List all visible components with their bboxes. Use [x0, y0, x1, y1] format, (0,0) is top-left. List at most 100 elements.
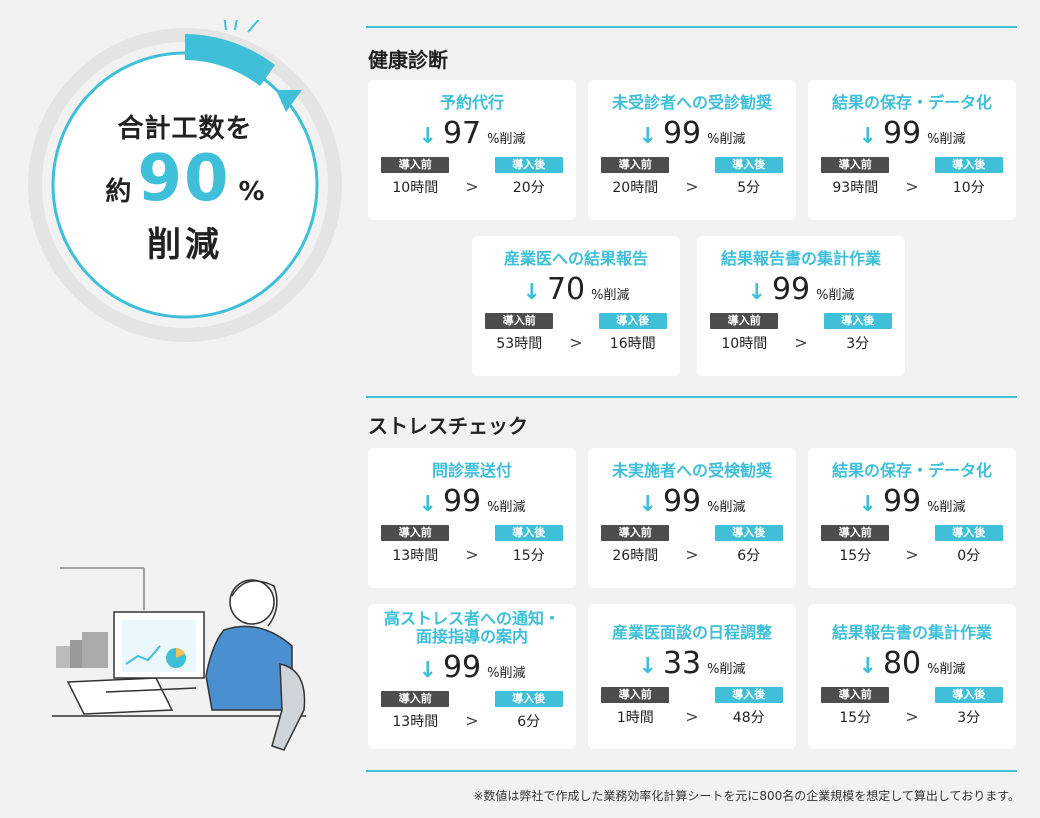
card-health-5: 結果報告書の集計作業 ↓ 99 %削減 導入前 10時間 > 導入後 3分 — [697, 236, 905, 376]
after-value: 48分 — [732, 710, 765, 726]
before-value: 20時間 — [612, 180, 659, 196]
reduction-unit: %削減 — [487, 132, 526, 147]
before-tag: 導入前 — [601, 687, 670, 703]
card-title: 高ストレス者への通知・ 面接指導の案内 — [384, 610, 560, 646]
down-arrow-icon: ↓ — [858, 654, 877, 679]
reduction-unit: %削減 — [487, 500, 526, 515]
before-value: 10時間 — [392, 180, 439, 196]
reduction-unit: %削減 — [927, 132, 966, 147]
reduction-unit: %削減 — [487, 666, 526, 681]
card-title: 未実施者への受検勧奨 — [611, 461, 772, 480]
card-health-3: 結果の保存・データ化 ↓ 99 %削減 導入前 93時間 > 導入後 10分 — [808, 80, 1016, 220]
after-tag: 導入後 — [494, 157, 563, 173]
reduction-value: 99 — [662, 116, 702, 151]
section-divider — [366, 396, 1017, 398]
reduction-value: 99 — [442, 484, 482, 519]
after-value: 20分 — [512, 180, 545, 196]
before-value: 13時間 — [392, 548, 439, 564]
summary-prefix: 約 — [105, 177, 132, 207]
down-arrow-icon: ↓ — [858, 492, 877, 517]
after-tag: 導入後 — [714, 687, 783, 703]
after-tag: 導入後 — [598, 313, 667, 329]
reduction-unit: %削減 — [707, 662, 746, 677]
after-value: 10分 — [952, 180, 985, 196]
reduction-value: 99 — [882, 116, 922, 151]
before-value: 26時間 — [612, 548, 659, 564]
down-arrow-icon: ↓ — [638, 124, 657, 149]
after-tag: 導入後 — [934, 525, 1003, 541]
card-stress-4: 高ストレス者への通知・ 面接指導の案内 ↓ 99 %削減 導入前 13時間 > 導入後… — [368, 604, 576, 749]
after-value: 3分 — [957, 710, 981, 726]
section-title-stress: ストレスチェック — [368, 414, 528, 438]
greater-than-icon: > — [685, 176, 699, 196]
after-tag: 導入後 — [494, 691, 563, 707]
before-tag: 導入前 — [821, 525, 890, 541]
progress-ring-icon — [28, 20, 342, 342]
down-arrow-icon: ↓ — [418, 658, 437, 683]
before-value: 53時間 — [496, 336, 543, 352]
before-tag: 導入前 — [710, 313, 779, 329]
after-tag: 導入後 — [494, 525, 563, 541]
greater-than-icon: > — [465, 176, 479, 196]
after-tag: 導入後 — [934, 157, 1003, 173]
card-title: 問診票送付 — [431, 461, 512, 480]
greater-than-icon: > — [685, 544, 699, 564]
reduction-unit: %削減 — [707, 132, 746, 147]
greater-than-icon: > — [905, 176, 919, 196]
before-tag: 導入前 — [601, 157, 670, 173]
before-value: 15分 — [839, 710, 872, 726]
reduction-value: 99 — [771, 272, 811, 307]
reduction-unit: %削減 — [927, 500, 966, 515]
card-health-1: 予約代行 ↓ 97 %削減 導入前 10時間 > 導入後 20分 — [368, 80, 576, 220]
after-value: 6分 — [737, 548, 761, 564]
card-title-line1: 高ストレス者への通知・ — [383, 609, 560, 628]
card-title: 結果報告書の集計作業 — [720, 249, 881, 268]
card-title: 産業医面談の日程調整 — [611, 623, 772, 642]
section-divider — [366, 26, 1017, 28]
after-value: 15分 — [512, 548, 545, 564]
greater-than-icon: > — [569, 332, 583, 352]
worker-illustration-icon — [52, 567, 306, 751]
reduction-value: 97 — [442, 116, 482, 151]
card-title: 未受診者への受診勧奨 — [611, 93, 772, 112]
after-value: 3分 — [846, 336, 870, 352]
greater-than-icon: > — [465, 710, 479, 730]
before-tag: 導入前 — [821, 157, 890, 173]
before-value: 15分 — [839, 548, 872, 564]
down-arrow-icon: ↓ — [638, 654, 657, 679]
card-stress-6: 結果報告書の集計作業 ↓ 80 %削減 導入前 15分 > 導入後 3分 — [808, 604, 1016, 749]
down-arrow-icon: ↓ — [858, 124, 877, 149]
card-title: 予約代行 — [439, 93, 504, 112]
reduction-unit: %削減 — [707, 500, 746, 515]
reduction-unit: %削減 — [591, 288, 630, 303]
card-stress-3: 結果の保存・データ化 ↓ 99 %削減 導入前 15分 > 導入後 0分 — [808, 448, 1016, 588]
section-title-health: 健康診断 — [368, 48, 448, 72]
before-tag: 導入前 — [821, 687, 890, 703]
after-tag: 導入後 — [823, 313, 892, 329]
after-tag: 導入後 — [714, 157, 783, 173]
greater-than-icon: > — [465, 544, 479, 564]
card-title: 産業医への結果報告 — [503, 249, 648, 268]
before-tag: 導入前 — [485, 313, 554, 329]
reduction-value: 33 — [662, 646, 702, 681]
after-tag: 導入後 — [714, 525, 783, 541]
card-stress-1: 問診票送付 ↓ 99 %削減 導入前 13時間 > 導入後 15分 — [368, 448, 576, 588]
before-tag: 導入前 — [601, 525, 670, 541]
summary-reduction: 削減 — [147, 225, 223, 265]
down-arrow-icon: ↓ — [418, 124, 437, 149]
reduction-value: 99 — [882, 484, 922, 519]
summary-percent: % — [238, 177, 265, 207]
summary-number: 90 — [137, 142, 231, 216]
after-value: 0分 — [957, 548, 981, 564]
summary-badge: 合計工数を 約 90 % 削減 — [20, 20, 350, 350]
down-arrow-icon: ↓ — [522, 280, 541, 305]
reduction-value: 99 — [662, 484, 702, 519]
down-arrow-icon: ↓ — [638, 492, 657, 517]
before-tag: 導入前 — [381, 525, 450, 541]
before-value: 10時間 — [721, 336, 768, 352]
before-tag: 導入前 — [381, 691, 450, 707]
card-title-line2: 面接指導の案内 — [415, 627, 528, 646]
footer-divider — [366, 770, 1017, 772]
card-stress-5: 産業医面談の日程調整 ↓ 33 %削減 導入前 1時間 > 導入後 48分 — [588, 604, 796, 749]
down-arrow-icon: ↓ — [418, 492, 437, 517]
